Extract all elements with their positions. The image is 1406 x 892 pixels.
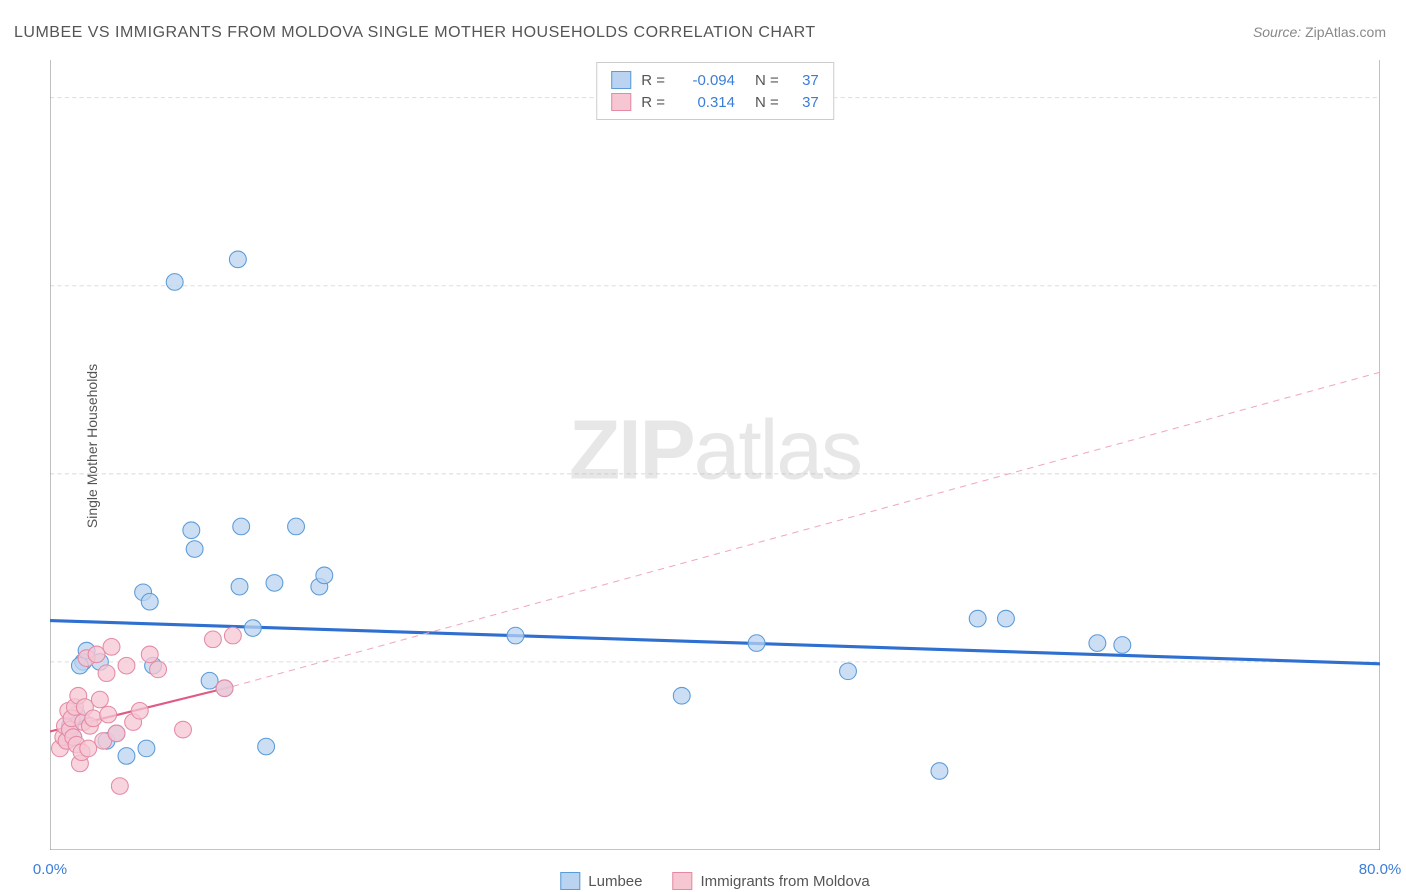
- legend-series-label: Immigrants from Moldova: [701, 873, 870, 890]
- source-prefix: Source:: [1253, 24, 1305, 40]
- scatter-plot: [50, 60, 1380, 850]
- r-label: R =: [641, 72, 665, 89]
- legend-series: Lumbee Immigrants from Moldova: [560, 872, 869, 890]
- n-label: N =: [755, 72, 779, 89]
- legend-correlation: R = -0.094 N = 37 R = 0.314 N = 37: [596, 62, 834, 120]
- n-value: 37: [789, 72, 819, 89]
- legend-correlation-row: R = 0.314 N = 37: [611, 91, 819, 113]
- legend-series-label: Lumbee: [588, 873, 642, 890]
- source-attribution: Source: ZipAtlas.com: [1253, 24, 1386, 40]
- legend-swatch: [560, 872, 580, 890]
- x-tick-label: 0.0%: [33, 861, 67, 878]
- legend-swatch: [611, 93, 631, 111]
- n-label: N =: [755, 94, 779, 111]
- legend-series-item: Immigrants from Moldova: [673, 872, 870, 890]
- source-name: ZipAtlas.com: [1305, 24, 1386, 40]
- r-value: -0.094: [675, 72, 735, 89]
- r-label: R =: [641, 94, 665, 111]
- chart-title: LUMBEE VS IMMIGRANTS FROM MOLDOVA SINGLE…: [14, 24, 816, 42]
- legend-swatch: [611, 71, 631, 89]
- legend-correlation-row: R = -0.094 N = 37: [611, 69, 819, 91]
- legend-series-item: Lumbee: [560, 872, 642, 890]
- n-value: 37: [789, 94, 819, 111]
- r-value: 0.314: [675, 94, 735, 111]
- chart-area: ZIPatlas R =-0.094N =37R =0.314N =37 10.…: [50, 60, 1380, 850]
- x-tick-label: 80.0%: [1359, 861, 1402, 878]
- legend-swatch: [673, 872, 693, 890]
